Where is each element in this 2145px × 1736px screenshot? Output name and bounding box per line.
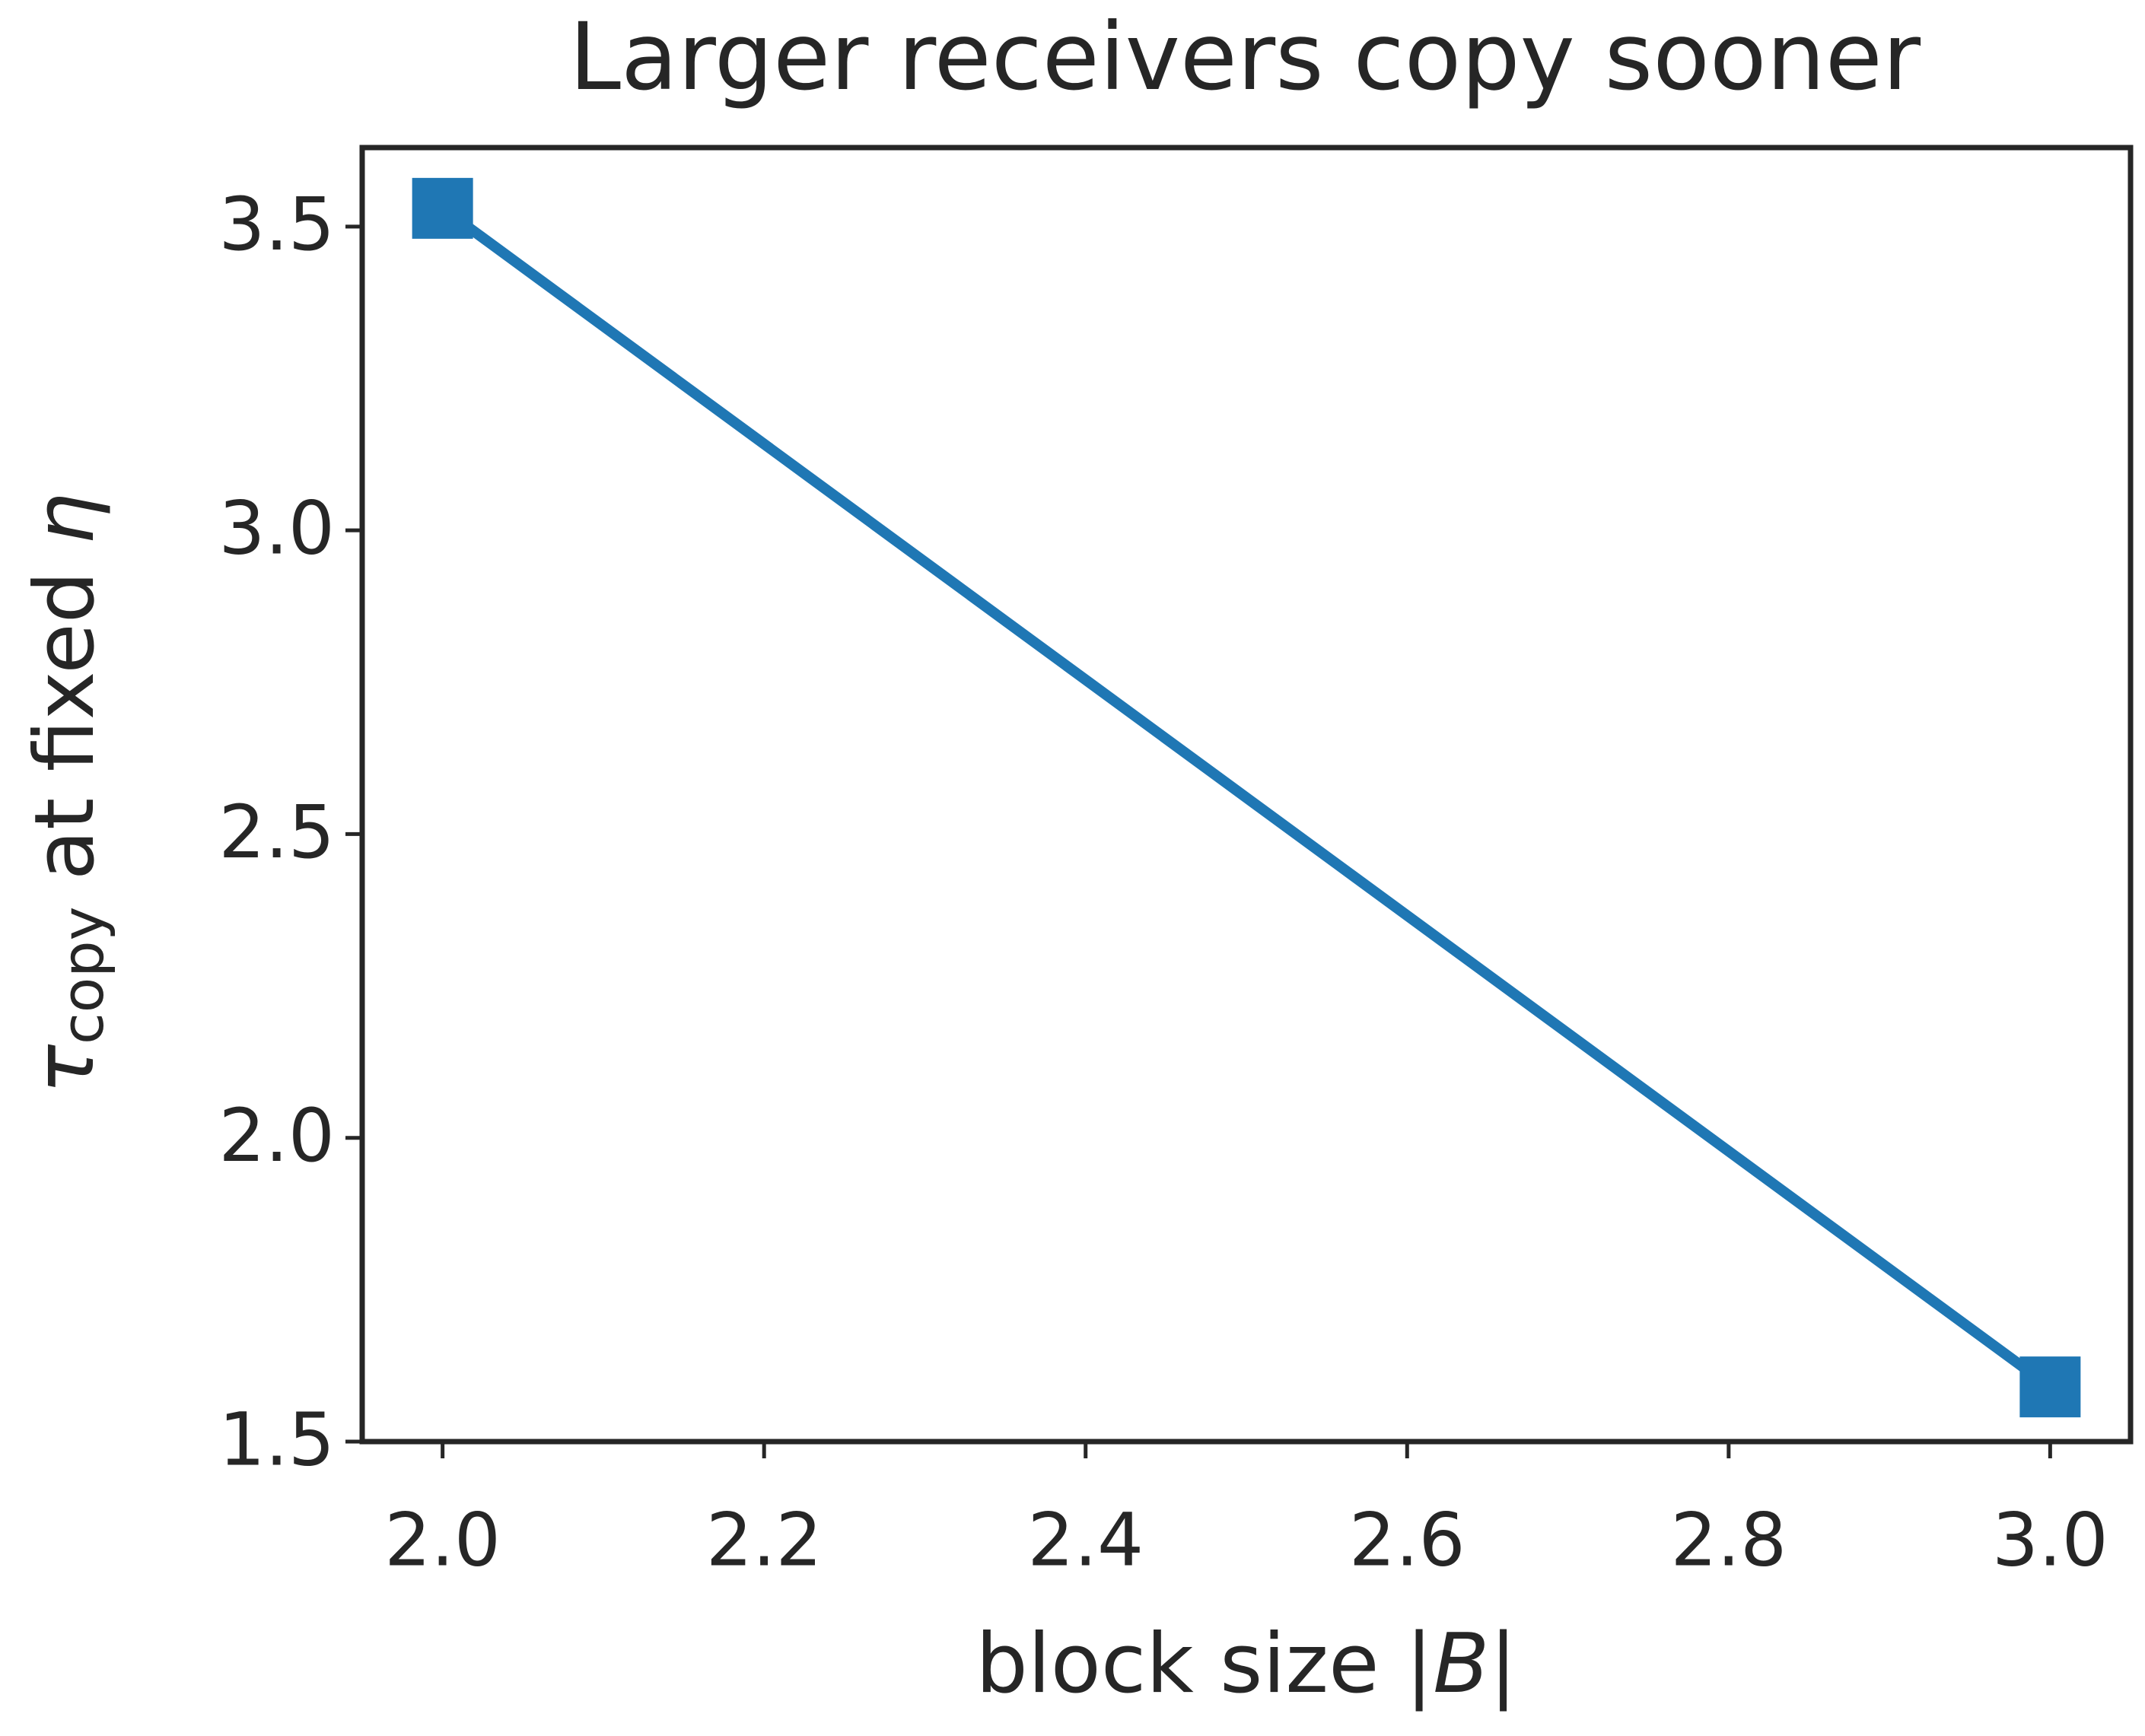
plot-frame — [359, 145, 2134, 1445]
x-tick-label: 3.0 — [1992, 1497, 2108, 1582]
x-tick-label: 2.4 — [1027, 1497, 1144, 1582]
x-tick-label: 2.8 — [1670, 1497, 1787, 1582]
y-tick-label: 1.5 — [218, 1397, 335, 1482]
y-axis-label: τcopy at fixed η — [18, 493, 116, 1094]
chart-title: Larger receivers copy sooner — [569, 3, 1921, 111]
x-tick-label: 2.6 — [1349, 1497, 1466, 1582]
y-label-subscript: copy — [49, 907, 116, 1045]
x-tick-label: 2.2 — [706, 1497, 823, 1582]
y-label-var: η — [18, 493, 113, 545]
y-label-symbol: τ — [18, 1044, 113, 1094]
x-label-text: | — [1489, 1617, 1516, 1712]
x-label-var: B — [1433, 1617, 1489, 1712]
y-tick-label: 2.5 — [218, 790, 335, 875]
data-point — [412, 177, 473, 239]
x-axis-label: block size |B| — [975, 1617, 1517, 1712]
data-point — [2019, 1356, 2081, 1418]
y-tick-label: 3.0 — [218, 485, 335, 571]
y-tick-label: 2.0 — [218, 1093, 335, 1178]
y-label-text: at fixed — [18, 545, 113, 906]
data-line — [439, 204, 2054, 1391]
x-tick-label: 2.0 — [384, 1497, 501, 1582]
x-label-text: block size | — [975, 1617, 1433, 1712]
y-tick-label: 3.5 — [218, 182, 335, 267]
